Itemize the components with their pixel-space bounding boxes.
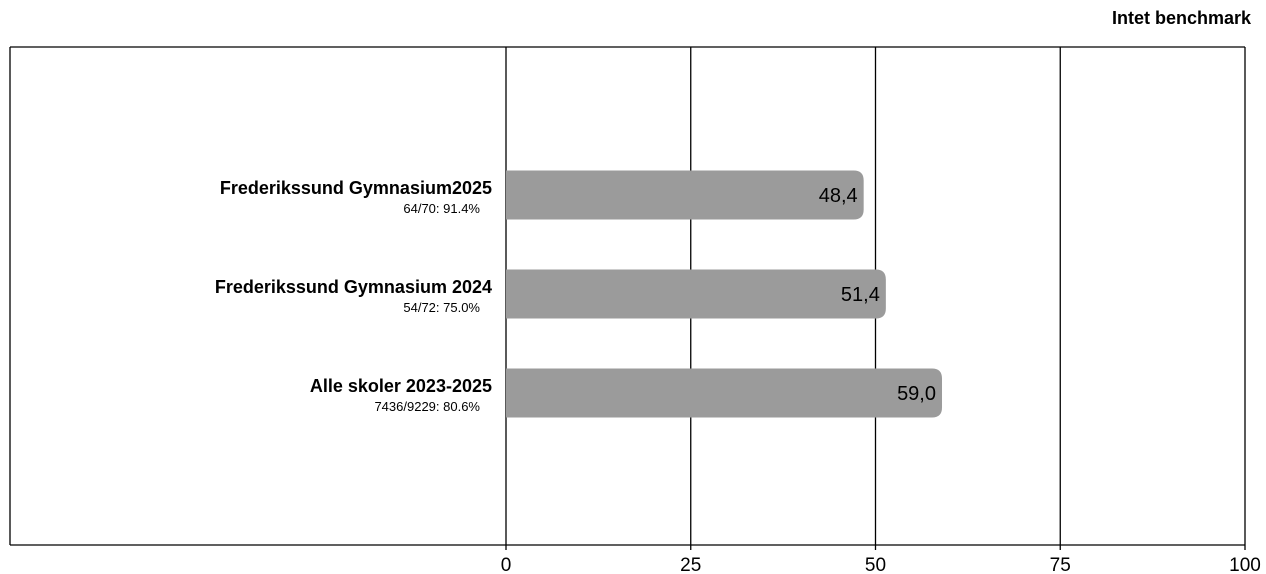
category-label: Alle skoler 2023-2025 xyxy=(310,376,492,396)
category-sublabel: 54/72: 75.0% xyxy=(403,300,480,315)
bars: 48,4 51,4 59,0 xyxy=(506,170,943,418)
bar-value-label: 51,4 xyxy=(841,284,880,306)
plot-frame xyxy=(9,46,1245,546)
category-label: Frederikssund Gymnasium2025 xyxy=(220,178,492,198)
category-sublabel: 7436/9229: 80.6% xyxy=(374,399,480,414)
bar xyxy=(506,368,943,418)
bar-value-label: 59,0 xyxy=(897,383,936,405)
bar xyxy=(506,269,886,319)
x-axis-ticks: 0 25 50 75 100 xyxy=(501,555,1261,574)
x-tick-label: 100 xyxy=(1229,555,1261,574)
category-sublabel: 64/70: 91.4% xyxy=(403,201,480,216)
x-tick-label: 50 xyxy=(865,555,886,574)
x-tick-label: 0 xyxy=(501,555,512,574)
category-label: Frederikssund Gymnasium 2024 xyxy=(215,277,492,297)
x-tick-label: 75 xyxy=(1050,555,1071,574)
benchmark-label: Intet benchmark xyxy=(1112,8,1252,28)
x-tick-label: 25 xyxy=(680,555,701,574)
category-labels: Frederikssund Gymnasium2025 64/70: 91.4% F… xyxy=(215,178,492,414)
bar-value-label: 48,4 xyxy=(819,185,858,207)
bar xyxy=(506,170,864,220)
